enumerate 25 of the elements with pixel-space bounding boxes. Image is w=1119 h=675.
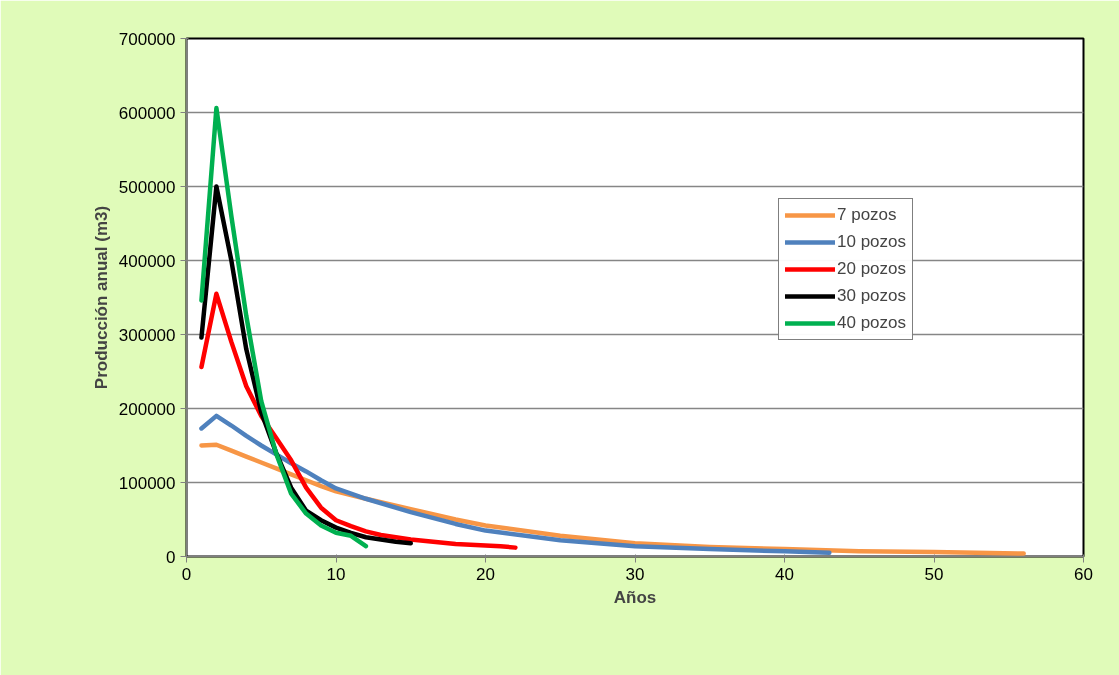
x-tick-label: 50 bbox=[924, 564, 944, 584]
x-tick-label: 60 bbox=[1074, 564, 1093, 584]
line-series bbox=[199, 291, 518, 550]
legend-label: 40 pozos bbox=[837, 313, 906, 333]
legend-label: 7 pozos bbox=[837, 205, 897, 225]
legend-label: 20 pozos bbox=[837, 259, 906, 279]
y-tick-label: 400000 bbox=[118, 251, 176, 271]
y-tick-label: 200000 bbox=[118, 399, 176, 419]
line-series bbox=[199, 105, 369, 549]
line-series bbox=[199, 413, 832, 556]
legend-label: 10 pozos bbox=[837, 232, 906, 252]
x-tick-label: 20 bbox=[476, 564, 495, 584]
x-tick-label: 0 bbox=[181, 564, 192, 584]
y-tick-label: 500000 bbox=[118, 177, 176, 197]
legend-label: 30 pozos bbox=[837, 286, 906, 306]
y-tick-label: 600000 bbox=[118, 103, 176, 123]
x-tick-label: 10 bbox=[326, 564, 346, 584]
x-tick-label: 30 bbox=[625, 564, 645, 584]
x-axis-title: Años bbox=[613, 587, 657, 607]
x-tick-label: 40 bbox=[775, 564, 794, 584]
y-tick-label: 700000 bbox=[118, 29, 176, 49]
y-tick-label: 100000 bbox=[118, 473, 176, 493]
y-axis-title: Producción anual (m3) bbox=[91, 205, 111, 390]
y-tick-label: 300000 bbox=[118, 325, 176, 345]
y-tick-label: 0 bbox=[166, 547, 176, 567]
